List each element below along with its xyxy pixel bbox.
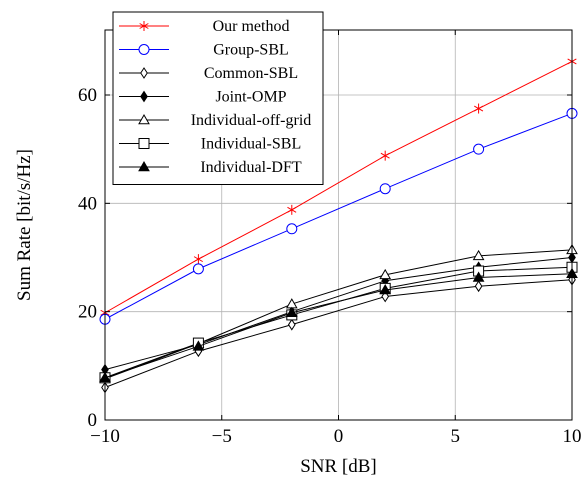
x-tick-label: −10 — [90, 426, 120, 447]
legend-entry: Joint-OMP — [119, 89, 287, 106]
legend-label: Individual-off-grid — [191, 112, 312, 129]
y-tick-label: 0 — [88, 410, 98, 431]
series-line — [104, 273, 573, 379]
data-point — [285, 306, 298, 317]
legend-entry: Individual-off-grid — [119, 112, 311, 129]
y-tick-label: 20 — [78, 302, 97, 323]
axis-ticks: −10 −5 0 5 10 0 20 40 60 — [78, 30, 582, 447]
legend-marker — [138, 160, 150, 172]
data-point — [287, 204, 297, 215]
legend: Our method Group-SBL Common-SBL Joint-OMP In… — [112, 11, 324, 185]
legend-label: Joint-OMP — [215, 89, 286, 106]
data-point — [474, 103, 484, 114]
legend-label: Individual-DFT — [200, 159, 302, 176]
x-axis-label: SNR [dB] — [300, 456, 377, 477]
data-point — [192, 340, 205, 351]
data-point — [473, 143, 485, 155]
data-point — [472, 249, 485, 261]
data-point — [379, 268, 392, 280]
series-2 — [101, 273, 576, 394]
legend-entry: Group-SBL — [119, 42, 289, 59]
legend-marker — [138, 113, 150, 125]
y-tick-label: 60 — [78, 85, 97, 106]
legend-entry: Individual-DFT — [119, 159, 302, 176]
data-point — [287, 318, 296, 331]
legend-label: Group-SBL — [213, 42, 289, 59]
legend-entry: Common-SBL — [119, 65, 298, 82]
x-tick-label: −5 — [212, 426, 232, 447]
legend-box — [112, 11, 324, 185]
legend-marker — [140, 67, 148, 79]
legend-label: Our method — [213, 18, 290, 35]
legend-marker — [138, 44, 150, 55]
data-point — [286, 223, 298, 235]
legend-entry: Our method — [119, 18, 289, 35]
series-line — [104, 249, 573, 380]
data-point — [193, 254, 203, 265]
legend-entry: Individual-SBL — [119, 136, 301, 153]
x-tick-label: 10 — [563, 426, 582, 447]
legend-marker — [139, 21, 149, 31]
data-point — [379, 183, 391, 195]
legend-marker — [140, 90, 148, 103]
x-tick-label: 0 — [334, 426, 344, 447]
series-line — [104, 112, 573, 320]
data-point — [472, 271, 485, 282]
series-line — [104, 60, 573, 314]
legend-label: Individual-SBL — [201, 136, 301, 153]
data-point — [474, 280, 483, 293]
data-point — [379, 283, 392, 295]
series-line — [104, 279, 573, 388]
x-tick-label: 5 — [451, 426, 461, 447]
data-point — [380, 150, 390, 161]
data-point — [192, 263, 204, 275]
y-axis-label: Sum Rate [bit/s/Hz] — [14, 149, 35, 301]
legend-label: Common-SBL — [204, 65, 298, 82]
legend-marker — [138, 138, 150, 149]
y-tick-label: 40 — [78, 193, 97, 214]
